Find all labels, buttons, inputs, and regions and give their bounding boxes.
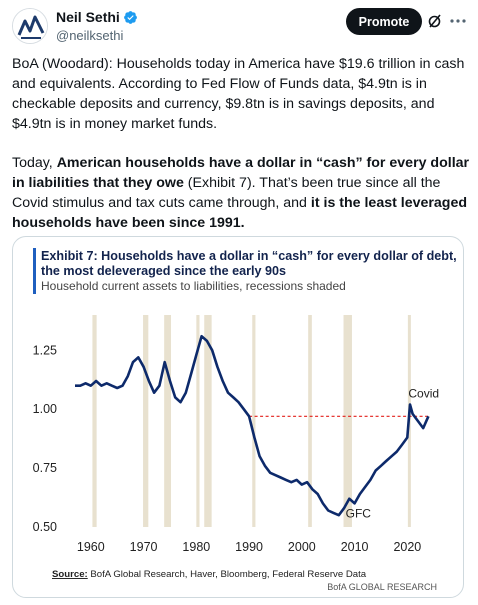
verified-badge-icon (123, 11, 137, 24)
x-tick-label: 1970 (130, 540, 158, 554)
chart-image-card[interactable]: Exhibit 7: Households have a dollar in “… (12, 236, 464, 598)
display-name-row[interactable]: Neil Sethi (56, 9, 138, 26)
x-tick-label: 2010 (341, 540, 369, 554)
title-accent-bar (33, 248, 36, 294)
source-text: BofA Global Research, Haver, Bloomberg, … (88, 569, 367, 580)
chart-source: Source: BofA Global Research, Haver, Blo… (52, 569, 367, 580)
recession-band (143, 315, 149, 527)
source-label: Source: (52, 569, 88, 580)
y-tick-labels: 0.50 0.75 1.00 1.25 (33, 343, 57, 534)
logo-avatar-icon (13, 9, 47, 43)
series-line (75, 334, 430, 517)
series-line-layer (75, 334, 430, 517)
x-tick-label: 1960 (77, 540, 105, 554)
more-dots-icon[interactable] (449, 13, 467, 29)
author-avatar[interactable] (12, 8, 48, 44)
tweet-text: BoA (Woodard): Households today in Ameri… (12, 54, 472, 252)
recession-bands (92, 315, 411, 527)
tweet-p2-bold-a: American households have a dollar in “ca… (12, 155, 470, 191)
chart-title-line-1: Exhibit 7: Households have a dollar in “… (41, 249, 457, 263)
chart-title-line-2: the most deleveraged since the early 90s (41, 264, 286, 278)
recession-band (343, 315, 352, 527)
y-tick-label: 1.00 (33, 402, 57, 416)
y-tick-label: 1.25 (33, 343, 57, 357)
tweet-p2-part-a: Today, (12, 155, 57, 171)
tweet-paragraph-1: BoA (Woodard): Households today in Ameri… (12, 56, 465, 132)
x-tick-label: 2000 (288, 540, 316, 554)
author-handle[interactable]: @neilksethi (56, 28, 124, 43)
y-tick-label: 0.75 (33, 461, 57, 475)
y-tick-label: 0.50 (33, 520, 57, 534)
annotation-label: GFC (346, 507, 372, 521)
recession-band (204, 315, 212, 527)
tweet-paragraph-2: Today, American households have a dollar… (12, 153, 472, 233)
annotation-label: Covid (408, 386, 439, 400)
annotations: Covid GFC (346, 386, 439, 520)
recession-band (196, 315, 200, 527)
chart-subtitle: Household current assets to liabilities,… (41, 279, 346, 293)
exhibit-chart: Exhibit 7: Households have a dollar in “… (33, 248, 457, 592)
tweet-p2-part-c: (Exhibit 7). That’s been true since all … (12, 175, 441, 211)
brand-label: BofA GLOBAL RESEARCH (327, 582, 437, 592)
recession-band (92, 315, 97, 527)
author-name-block: Neil Sethi @neilksethi (56, 9, 138, 44)
grok-icon[interactable] (427, 13, 443, 29)
x-tick-label: 1990 (235, 540, 263, 554)
tweet-p2-bold-d: it is the least leveraged households hav… (12, 195, 468, 231)
promote-button[interactable]: Promote (346, 8, 422, 35)
display-name[interactable]: Neil Sethi (56, 9, 120, 25)
x-tick-labels: 1960 1970 1980 1990 2000 2010 2020 (77, 540, 421, 554)
x-tick-label: 1980 (182, 540, 210, 554)
recession-band (164, 315, 172, 527)
recession-band (308, 315, 312, 527)
recession-band (252, 315, 256, 527)
x-tick-label: 2020 (393, 540, 421, 554)
